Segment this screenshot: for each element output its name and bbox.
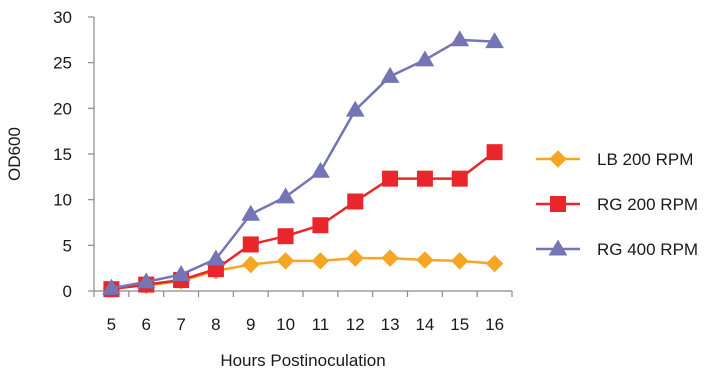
data-point-square bbox=[451, 170, 468, 187]
legend-marker-diamond bbox=[549, 150, 567, 168]
y-tick-label: 15 bbox=[53, 145, 72, 164]
x-tick-label: 9 bbox=[246, 315, 255, 334]
data-point-diamond bbox=[276, 252, 295, 270]
x-tick-label: 5 bbox=[107, 315, 116, 334]
x-axis-title: Hours Postinoculation bbox=[220, 351, 385, 370]
data-point-diamond bbox=[346, 249, 364, 267]
data-point-triangle bbox=[415, 50, 435, 67]
data-point-triangle bbox=[171, 265, 191, 282]
x-tick-label: 15 bbox=[450, 315, 469, 334]
y-tick-label: 0 bbox=[63, 282, 72, 301]
data-point-square bbox=[486, 144, 503, 161]
data-point-triangle bbox=[136, 272, 156, 289]
x-tick-label: 8 bbox=[211, 315, 220, 334]
legend-entry: RG 400 RPM bbox=[536, 239, 698, 259]
x-axis-ticks: 5 6 7 8 9 10 11 12 13 14 15 16 bbox=[93, 291, 513, 334]
legend-entry: LB 200 RPM bbox=[536, 150, 693, 169]
series-rg-400-rpm bbox=[102, 30, 504, 295]
series-line bbox=[111, 151, 496, 291]
legend-marker-triangle bbox=[548, 239, 568, 256]
data-point-triangle bbox=[241, 204, 261, 221]
series-layer bbox=[102, 30, 504, 298]
data-point-square bbox=[242, 236, 259, 253]
x-tick-label: 12 bbox=[346, 315, 365, 334]
data-point-triangle bbox=[102, 278, 121, 295]
legend-label: RG 400 RPM bbox=[597, 240, 698, 259]
data-point-square bbox=[347, 193, 364, 210]
data-point-square bbox=[416, 170, 433, 187]
legend: LB 200 RPM RG 200 RPM RG 400 RPM bbox=[536, 150, 698, 259]
series-rg-200-rpm bbox=[103, 144, 503, 298]
data-point-diamond bbox=[242, 255, 260, 274]
y-tick-label: 20 bbox=[53, 99, 72, 118]
x-tick-label: 14 bbox=[415, 315, 434, 334]
data-point-diamond bbox=[416, 251, 434, 269]
y-tick-label: 25 bbox=[53, 54, 72, 73]
x-tick-label: 7 bbox=[176, 315, 185, 334]
x-tick-label: 16 bbox=[485, 315, 504, 334]
x-tick-label: 6 bbox=[142, 315, 151, 334]
data-point-triangle bbox=[206, 249, 226, 266]
y-axis-title: OD600 bbox=[5, 127, 24, 181]
legend-entry: RG 200 RPM bbox=[536, 195, 698, 214]
data-point-square bbox=[277, 228, 294, 245]
y-tick-label: 10 bbox=[53, 191, 72, 210]
data-point-triangle bbox=[380, 66, 400, 83]
data-point-square bbox=[382, 170, 399, 187]
y-tick-label: 30 bbox=[53, 8, 72, 27]
data-point-square bbox=[312, 217, 329, 234]
legend-label: RG 200 RPM bbox=[597, 195, 698, 214]
data-point-diamond bbox=[311, 252, 330, 270]
x-tick-label: 10 bbox=[276, 315, 295, 334]
legend-label: LB 200 RPM bbox=[597, 150, 693, 169]
data-point-triangle bbox=[485, 32, 504, 49]
y-tick-label: 5 bbox=[63, 236, 72, 255]
x-tick-label: 13 bbox=[381, 315, 400, 334]
y-axis-ticks: 0 5 10 15 20 25 30 bbox=[53, 8, 94, 301]
data-point-diamond bbox=[381, 249, 399, 267]
data-point-triangle bbox=[450, 30, 470, 47]
x-tick-label: 11 bbox=[312, 315, 330, 334]
chart-axes: 0 5 10 15 20 25 30 5 6 7 8 9 10 11 12 13 14 15 16 bbox=[53, 8, 513, 334]
data-point-diamond bbox=[485, 254, 504, 273]
data-point-triangle bbox=[276, 187, 295, 204]
series-lb-200-rpm bbox=[102, 249, 504, 297]
data-point-triangle bbox=[311, 161, 330, 178]
legend-marker-square bbox=[550, 196, 566, 212]
series-line bbox=[111, 256, 495, 290]
data-point-triangle bbox=[345, 100, 365, 117]
data-point-diamond bbox=[451, 252, 469, 270]
series-line bbox=[111, 38, 495, 290]
